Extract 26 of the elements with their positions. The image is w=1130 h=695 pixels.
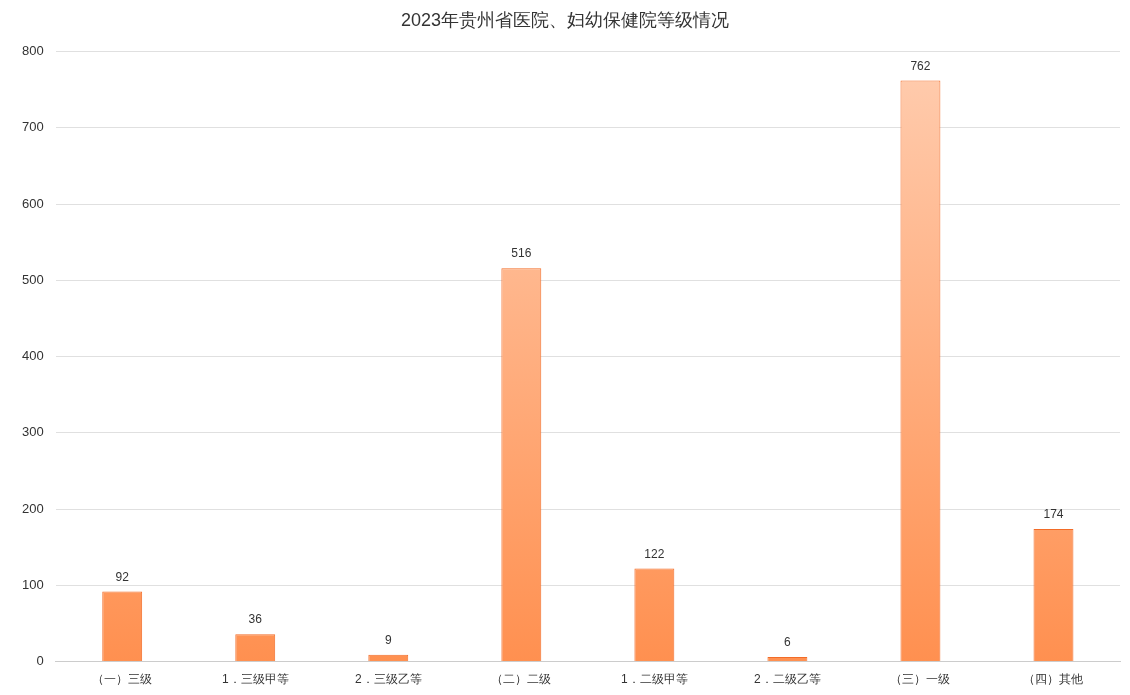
x-tick-label: 2．三级乙等 [354, 672, 422, 687]
y-tick-label: 600 [21, 195, 44, 211]
data-label: 762 [910, 58, 931, 73]
chart-title: 2023年贵州省医院、妇幼保健院等级情况 [400, 9, 730, 30]
x-tick-label: （一）三级 [92, 672, 153, 687]
y-tick-label: 700 [21, 119, 44, 135]
y-tick-label: 200 [21, 500, 44, 516]
y-tick-label: 100 [21, 576, 44, 592]
data-label: 122 [644, 546, 665, 561]
data-label: 92 [115, 569, 130, 584]
y-tick-label: 800 [21, 43, 44, 59]
x-tick-label: （四）其他 [1023, 672, 1084, 687]
data-label: 174 [1043, 507, 1064, 522]
x-tick-label: （二）二级 [491, 672, 552, 687]
x-tick-label: （三）一级 [890, 672, 951, 687]
x-tick-label: 1．三级甲等 [221, 672, 289, 687]
y-tick-label: 500 [21, 271, 44, 287]
y-tick-label: 400 [21, 348, 44, 364]
data-label: 36 [248, 612, 263, 627]
x-tick-label: 1．二级甲等 [621, 672, 688, 687]
data-label: 516 [511, 246, 532, 261]
data-label: 6 [784, 635, 792, 650]
y-tick-label: 300 [21, 424, 44, 440]
x-tick-label: 2．二级乙等 [754, 672, 821, 687]
data-label: 9 [384, 633, 392, 648]
y-tick-label: 0 [36, 653, 44, 669]
